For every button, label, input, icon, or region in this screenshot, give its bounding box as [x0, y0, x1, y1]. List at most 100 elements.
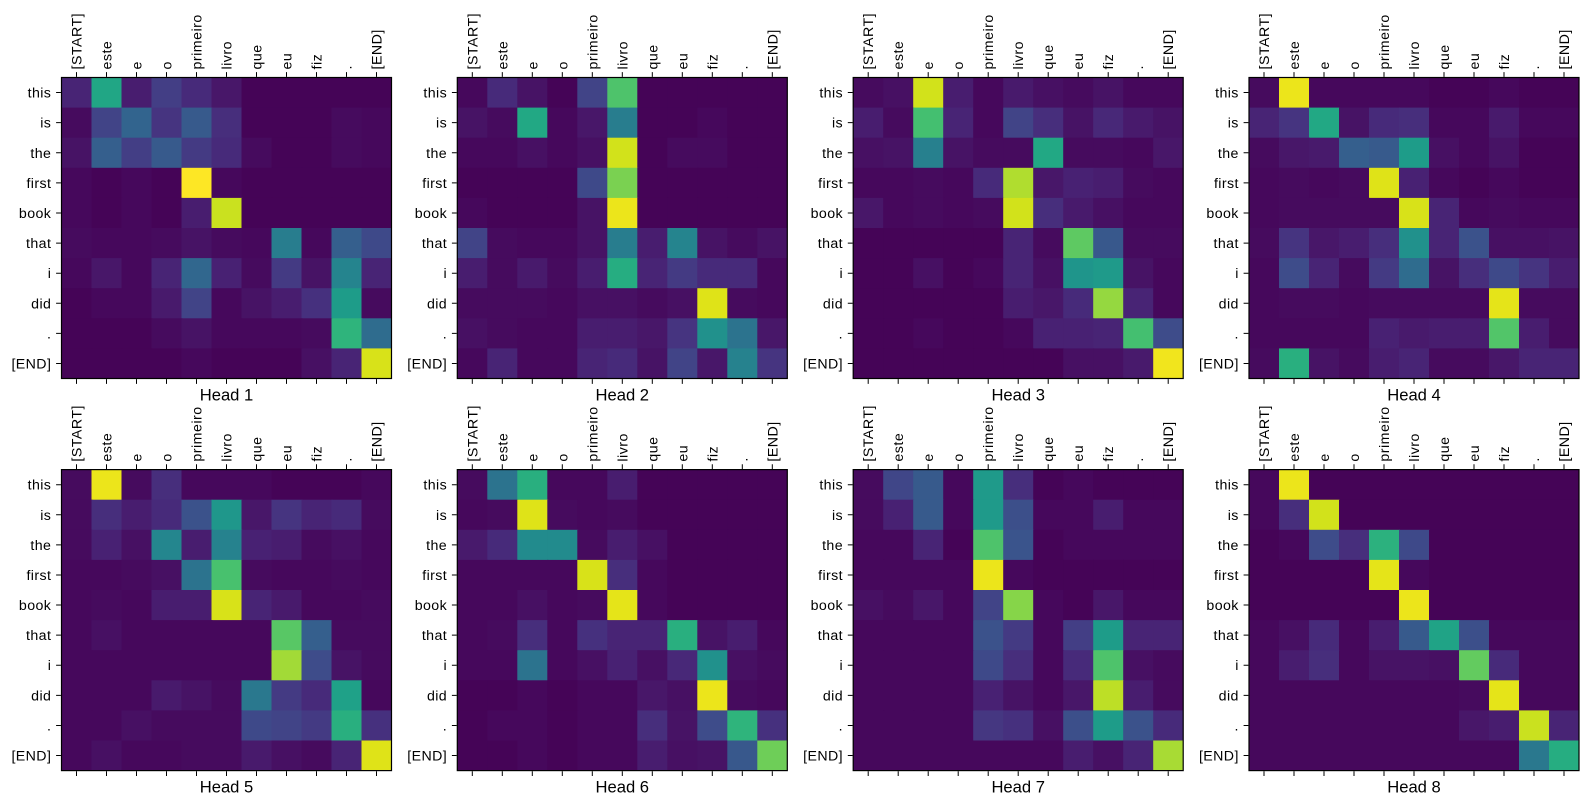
svg-text:eu: eu — [1071, 53, 1087, 70]
svg-text:the: the — [1218, 146, 1239, 162]
svg-text:fiz: fiz — [1497, 446, 1513, 462]
svg-text:.: . — [839, 719, 843, 735]
svg-text:eu: eu — [1467, 445, 1483, 462]
svg-text:Head 4: Head 4 — [1387, 385, 1441, 404]
svg-text:that: that — [422, 236, 447, 252]
svg-text:primeiro: primeiro — [190, 406, 206, 461]
svg-text:Head 8: Head 8 — [1387, 777, 1441, 796]
svg-text:[END]: [END] — [765, 29, 781, 69]
svg-text:[START]: [START] — [70, 13, 86, 70]
svg-text:Head 2: Head 2 — [596, 385, 650, 404]
svg-text:.: . — [1234, 326, 1238, 342]
svg-text:the: the — [426, 538, 447, 554]
svg-text:que: que — [1437, 44, 1453, 69]
svg-text:[START]: [START] — [465, 13, 481, 70]
svg-text:first: first — [1214, 176, 1239, 192]
svg-text:e: e — [1317, 61, 1333, 69]
svg-text:eu: eu — [1071, 445, 1087, 462]
svg-text:first: first — [422, 176, 447, 192]
svg-text:.: . — [340, 457, 356, 461]
svg-text:is: is — [436, 116, 447, 132]
svg-text:book: book — [415, 206, 448, 222]
svg-text:.: . — [735, 65, 751, 69]
svg-text:that: that — [26, 236, 51, 252]
svg-text:este: este — [100, 41, 116, 70]
svg-text:[END]: [END] — [11, 749, 51, 765]
svg-text:that: that — [1214, 628, 1239, 644]
svg-text:this: this — [28, 478, 52, 494]
svg-text:i: i — [444, 658, 448, 674]
svg-text:i: i — [1235, 658, 1239, 674]
svg-text:did: did — [823, 296, 843, 312]
svg-text:livro: livro — [1011, 41, 1027, 70]
svg-text:.: . — [47, 326, 51, 342]
svg-text:[START]: [START] — [465, 405, 481, 462]
svg-text:book: book — [1206, 598, 1239, 614]
svg-text:[END]: [END] — [803, 749, 843, 765]
svg-text:eu: eu — [675, 53, 691, 70]
svg-text:the: the — [1218, 538, 1239, 554]
svg-text:[END]: [END] — [370, 29, 386, 69]
svg-text:[END]: [END] — [803, 357, 843, 373]
svg-text:this: this — [1215, 86, 1239, 102]
svg-text:is: is — [832, 116, 843, 132]
svg-text:this: this — [28, 86, 52, 102]
svg-text:the: the — [30, 146, 51, 162]
svg-text:book: book — [415, 598, 448, 614]
svg-text:is: is — [40, 116, 51, 132]
svg-text:o: o — [160, 453, 176, 461]
svg-text:eu: eu — [280, 445, 296, 462]
svg-text:este: este — [891, 41, 907, 70]
svg-text:livro: livro — [220, 433, 236, 462]
svg-text:Head 3: Head 3 — [991, 385, 1045, 404]
svg-text:o: o — [555, 453, 571, 461]
svg-text:primeiro: primeiro — [585, 14, 601, 69]
svg-text:que: que — [645, 44, 661, 69]
svg-text:first: first — [818, 176, 843, 192]
svg-text:fiz: fiz — [1497, 54, 1513, 70]
svg-text:[START]: [START] — [861, 13, 877, 70]
svg-text:primeiro: primeiro — [981, 14, 997, 69]
svg-text:e: e — [525, 61, 541, 69]
svg-text:i: i — [839, 266, 843, 282]
svg-text:.: . — [1131, 457, 1147, 461]
svg-text:e: e — [1317, 453, 1333, 461]
svg-text:eu: eu — [675, 445, 691, 462]
svg-text:primeiro: primeiro — [981, 406, 997, 461]
svg-text:primeiro: primeiro — [585, 406, 601, 461]
svg-text:e: e — [525, 453, 541, 461]
svg-text:.: . — [1131, 65, 1147, 69]
svg-text:.: . — [340, 65, 356, 69]
svg-text:o: o — [951, 453, 967, 461]
svg-text:book: book — [811, 206, 844, 222]
svg-text:this: this — [819, 86, 843, 102]
svg-text:primeiro: primeiro — [1377, 406, 1393, 461]
svg-text:eu: eu — [1467, 53, 1483, 70]
svg-text:Head 6: Head 6 — [596, 777, 650, 796]
svg-text:this: this — [423, 478, 447, 494]
svg-text:[END]: [END] — [407, 357, 447, 373]
svg-text:did: did — [31, 688, 51, 704]
svg-text:book: book — [19, 206, 52, 222]
svg-text:is: is — [1228, 508, 1239, 524]
svg-text:.: . — [443, 326, 447, 342]
svg-text:[END]: [END] — [1199, 357, 1239, 373]
svg-text:is: is — [40, 508, 51, 524]
svg-text:[END]: [END] — [11, 357, 51, 373]
svg-text:i: i — [48, 658, 52, 674]
svg-text:[START]: [START] — [1257, 13, 1273, 70]
svg-text:primeiro: primeiro — [1377, 14, 1393, 69]
svg-text:livro: livro — [1011, 433, 1027, 462]
svg-text:[END]: [END] — [1161, 421, 1177, 461]
svg-text:.: . — [443, 719, 447, 735]
svg-text:did: did — [427, 296, 447, 312]
svg-text:i: i — [444, 266, 448, 282]
svg-text:este: este — [1287, 41, 1303, 70]
svg-text:livro: livro — [220, 41, 236, 70]
svg-text:livro: livro — [615, 41, 631, 70]
svg-text:this: this — [423, 86, 447, 102]
svg-text:did: did — [427, 688, 447, 704]
svg-text:[END]: [END] — [1161, 29, 1177, 69]
svg-text:[START]: [START] — [1257, 405, 1273, 462]
svg-text:que: que — [645, 436, 661, 461]
